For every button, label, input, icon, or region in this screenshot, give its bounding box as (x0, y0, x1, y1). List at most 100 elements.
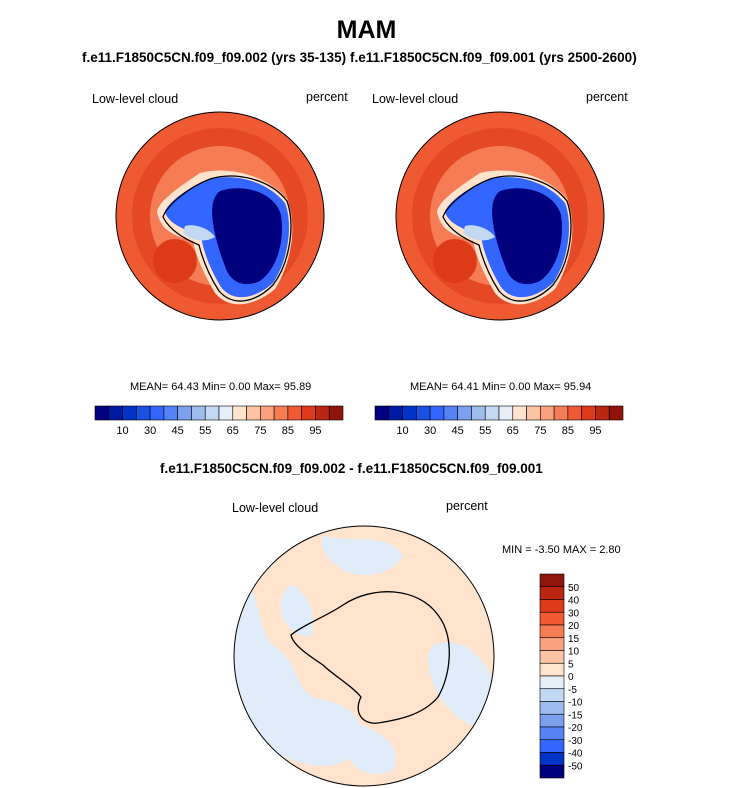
panel1-colorbar-box (163, 405, 178, 421)
panel3-colorbar-tick-label: 50 (568, 583, 580, 594)
panel3-coastline (290, 591, 450, 724)
panel3-colorbar-box (539, 688, 565, 702)
panel3-variable-label: Low-level cloud (232, 501, 319, 515)
panel3-colorbar-tick-label: -15 (568, 710, 583, 721)
panel3-colorbar-box (539, 764, 565, 779)
panel3-field-negative-south (347, 725, 396, 775)
panel2-colorbar-box (526, 405, 541, 421)
panel2-colorbar: 10 30 45 55 65 75 85 95 (374, 405, 624, 437)
panel3-colorbar-tick-label: -50 (568, 761, 583, 772)
panel3-colorbar-box (539, 675, 565, 690)
panel1-colorbar-tick-label: 75 (254, 425, 266, 437)
panel2-colorbar-box (567, 405, 582, 421)
panel1-colorbar-box (191, 405, 206, 421)
panel1-subtitle: f.e11.F1850C5CN.f09_f09.002 (yrs 35-135) (82, 50, 347, 65)
panel3-field-negative-east (428, 642, 494, 728)
panel1-colorbar-box (218, 405, 234, 421)
panel1-field-shelf (183, 225, 215, 241)
panel3-colorbar-tick-label: 15 (568, 634, 580, 645)
panel3-field-negative-west (234, 565, 362, 766)
panel2-colorbar-tick-label: 65 (507, 425, 519, 437)
panel1-colorbar-box (315, 405, 330, 421)
panel2-colorbar-box (512, 405, 527, 421)
panel3-colorbar-tick-label: 40 (568, 596, 580, 607)
panel1-colorbar-box (328, 405, 344, 421)
panel2-colorbar-box (581, 405, 596, 421)
panel1-colorbar-box (177, 405, 192, 421)
panel2-variable-label: Low-level cloud (372, 92, 459, 106)
panel2-colorbar-box (429, 405, 445, 421)
panel3-colorbar-box (539, 752, 565, 766)
panel1-colorbar-tick-label: 55 (199, 425, 211, 437)
panel2-colorbar-box (443, 405, 458, 421)
panel2-units-label: percent (586, 90, 628, 104)
panel1-units-label: percent (306, 90, 348, 104)
panel3-colorbar-tick-label: -5 (568, 685, 577, 696)
panel1-map-border (115, 111, 325, 321)
panel1-colorbar-tick-label: 95 (309, 425, 321, 437)
panel3-colorbar-tick-label: -10 (568, 698, 583, 709)
panel3-map (233, 525, 495, 787)
panel3-colorbar-tick-label: -40 (568, 749, 583, 760)
panel1-colorbar-box (273, 405, 289, 421)
panel2-colorbar-tick-label: 10 (396, 425, 408, 437)
panel2-field-shelf (463, 225, 495, 241)
panel2-colorbar-tick-label: 45 (452, 425, 464, 437)
panel1-variable-label: Low-level cloud (92, 92, 179, 106)
panel3-colorbar-box (539, 650, 565, 664)
panel2-colorbar-box (595, 405, 610, 421)
panel1-colorbar-box (287, 405, 302, 421)
panel3-colorbar-tick-label: 30 (568, 608, 580, 619)
panel2-colorbar-box (484, 405, 500, 421)
panel2-colorbar-box (540, 405, 555, 421)
panel3-stats: MIN = -3.50 MAX = 2.80 (502, 544, 621, 556)
panel1-colorbar-tick-label: 65 (227, 425, 239, 437)
panel3-field-negative-peninsula (280, 585, 314, 636)
panel1-colorbar-box (108, 405, 123, 421)
panel3-colorbar-box (539, 624, 565, 639)
panel1-colorbar-box (232, 405, 247, 421)
panel2-colorbar-box (471, 405, 486, 421)
panel3-colorbar-box (539, 701, 565, 715)
panel3-map-border (233, 525, 495, 787)
panel2-colorbar-box (498, 405, 514, 421)
panel3-subtitle: f.e11.F1850C5CN.f09_f09.002 - f.e11.F185… (160, 461, 543, 476)
panel2-colorbar-box (374, 405, 390, 421)
panel2-colorbar-tick-label: 30 (424, 425, 436, 437)
panel3-colorbar-box (539, 713, 565, 728)
panel2-colorbar-box (416, 405, 431, 421)
panel2-colorbar-box (608, 405, 624, 421)
panel2-colorbar-box (388, 405, 403, 421)
panel3-colorbar-box (539, 573, 565, 588)
panel1-colorbar-tick-label: 85 (282, 425, 294, 437)
panel3-colorbar-box (539, 739, 565, 753)
panel1-colorbar-tick-label: 45 (172, 425, 184, 437)
panel3-colorbar-box (539, 586, 565, 600)
panel3-colorbar-box (539, 599, 565, 613)
panel2-coastline (442, 175, 572, 302)
panel3-colorbar-box (539, 726, 565, 741)
panel1-colorbar-box (149, 405, 165, 421)
panel1-field-plateau (212, 188, 283, 285)
panel3-colorbar-tick-label: 10 (568, 647, 580, 658)
panel2-colorbar-tick-label: 95 (589, 425, 601, 437)
panel1-colorbar-box (260, 405, 275, 421)
panel2-colorbar-box (402, 405, 417, 421)
panel1-colorbar-box (246, 405, 261, 421)
panel2-colorbar-box (553, 405, 569, 421)
panel1-stats: MEAN= 64.43 Min= 0.00 Max= 95.89 (130, 381, 312, 393)
panel2-field-plateau (492, 188, 563, 285)
panel1-coastline (162, 175, 292, 302)
panel1-colorbar-tick-label: 10 (116, 425, 128, 437)
panel2-colorbar-tick-label: 75 (534, 425, 546, 437)
panel2-colorbar-tick-label: 55 (479, 425, 491, 437)
panel1-colorbar-tick-label: 30 (144, 425, 156, 437)
panel3-colorbar-tick-label: -30 (568, 736, 583, 747)
panel1-colorbar-box (136, 405, 151, 421)
panel2-field-patch (433, 239, 477, 283)
panel1-map (115, 111, 325, 321)
panel1-field-patch (153, 239, 197, 283)
panel2-colorbar-tick-label: 85 (562, 425, 574, 437)
panel1-colorbar-box (301, 405, 316, 421)
